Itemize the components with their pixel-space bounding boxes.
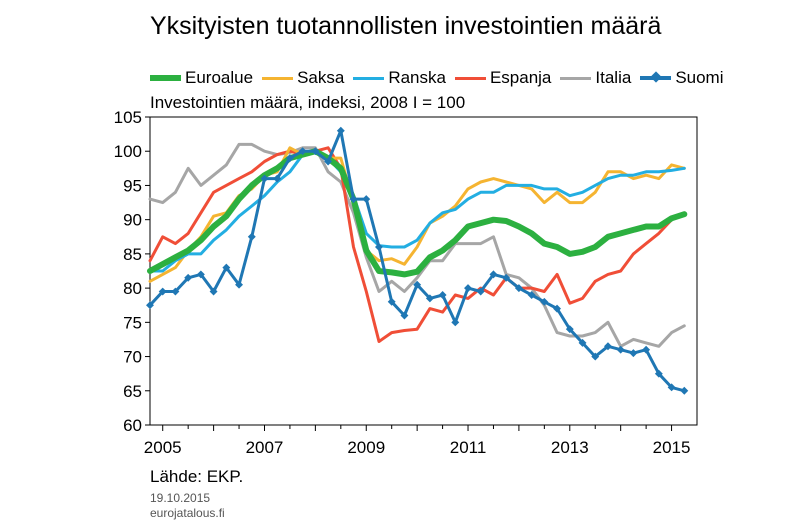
- site-note: eurojatalous.fi: [150, 506, 225, 520]
- data-point-suomi: [565, 325, 574, 334]
- legend: Euroalue Saksa Ranska Espanja Italia Suo…: [150, 67, 733, 89]
- legend-swatch-saksa: [262, 76, 294, 80]
- series-line-italia: [148, 142, 686, 348]
- series-line-espanja: [148, 146, 686, 343]
- legend-item-saksa: Saksa: [262, 68, 344, 88]
- legend-swatch-euroalue: [150, 75, 181, 81]
- data-point-suomi: [336, 126, 345, 135]
- x-tick-label: 2011: [450, 438, 487, 457]
- data-point-suomi: [464, 284, 472, 293]
- y-tick-label: 70: [123, 348, 142, 367]
- x-tick-label: 2013: [551, 438, 589, 457]
- chart-subtitle: Investointien määrä, indeksi, 2008 I = 1…: [150, 93, 466, 112]
- x-tick-label: 2015: [653, 438, 691, 457]
- y-tick-label: 90: [123, 211, 142, 230]
- data-point-suomi: [362, 195, 371, 204]
- y-tick-label: 105: [114, 108, 142, 127]
- data-point-suomi: [476, 287, 485, 296]
- data-point-suomi: [425, 294, 434, 303]
- data-point-suomi: [324, 157, 333, 166]
- y-tick-label: 95: [123, 176, 142, 195]
- data-point-suomi: [642, 345, 651, 354]
- date-note: 19.10.2015: [150, 491, 211, 505]
- legend-label-suomi: Suomi: [675, 68, 724, 87]
- data-point-suomi: [171, 287, 180, 296]
- legend-item-italia: Italia: [560, 68, 631, 88]
- data-point-suomi: [667, 383, 676, 392]
- chart-title: Yksityisten tuotannollisten investointie…: [150, 12, 662, 40]
- series-line-euroalue: [147, 148, 688, 278]
- legend-swatch-suomi: [640, 71, 672, 83]
- data-point-suomi: [438, 290, 447, 299]
- data-point-suomi: [222, 263, 231, 272]
- data-point-suomi: [158, 287, 167, 296]
- data-point-suomi: [680, 386, 689, 395]
- series-line-suomi: [148, 129, 686, 393]
- x-tick-label: 2007: [246, 438, 284, 457]
- data-point-suomi: [413, 280, 422, 289]
- data-point-suomi: [489, 270, 498, 279]
- x-tick-label: 2005: [144, 438, 182, 457]
- y-tick-label: 100: [114, 142, 142, 161]
- legend-item-ranska: Ranska: [353, 68, 446, 88]
- data-point-suomi: [184, 273, 193, 282]
- data-point-suomi: [527, 291, 536, 299]
- y-tick-label: 65: [123, 382, 142, 401]
- y-tick-label: 75: [123, 313, 142, 332]
- data-point-suomi: [285, 154, 294, 163]
- data-point-suomi: [591, 352, 600, 361]
- data-point-suomi: [146, 301, 154, 310]
- legend-item-espanja: Espanja: [454, 68, 552, 88]
- y-tick-label: 60: [123, 416, 142, 435]
- legend-item-suomi: Suomi: [640, 68, 724, 88]
- data-point-suomi: [616, 345, 625, 354]
- data-point-suomi: [209, 287, 218, 296]
- y-tick-label: 85: [123, 245, 142, 264]
- legend-swatch-ranska: [353, 76, 385, 80]
- series-line-ranska: [148, 149, 686, 273]
- data-point-suomi: [540, 297, 549, 306]
- data-point-suomi: [298, 147, 307, 156]
- data-point-suomi: [578, 338, 587, 347]
- legend-swatch-italia: [560, 76, 592, 80]
- legend-label-euroalue: Euroalue: [185, 68, 254, 87]
- data-point-suomi: [374, 243, 383, 251]
- legend-item-euroalue: Euroalue: [150, 68, 253, 88]
- data-point-suomi: [349, 195, 358, 204]
- x-tick-label: 2009: [347, 438, 385, 457]
- legend-label-ranska: Ranska: [388, 68, 446, 87]
- legend-label-saksa: Saksa: [297, 68, 345, 87]
- legend-swatch-espanja: [454, 76, 486, 80]
- data-point-suomi: [400, 311, 409, 320]
- data-point-suomi: [247, 232, 256, 241]
- legend-label-italia: Italia: [595, 68, 632, 87]
- data-point-suomi: [387, 297, 396, 306]
- data-point-suomi: [629, 349, 638, 358]
- source-note: Lähde: EKP.: [150, 467, 244, 486]
- data-point-suomi: [273, 174, 282, 183]
- data-point-suomi: [654, 369, 663, 378]
- data-point-suomi: [451, 318, 460, 327]
- legend-label-espanja: Espanja: [489, 68, 552, 87]
- data-point-suomi: [260, 174, 269, 183]
- data-point-suomi: [196, 270, 205, 279]
- data-point-suomi: [553, 304, 562, 313]
- data-point-suomi: [502, 273, 511, 282]
- y-tick-label: 80: [123, 279, 142, 298]
